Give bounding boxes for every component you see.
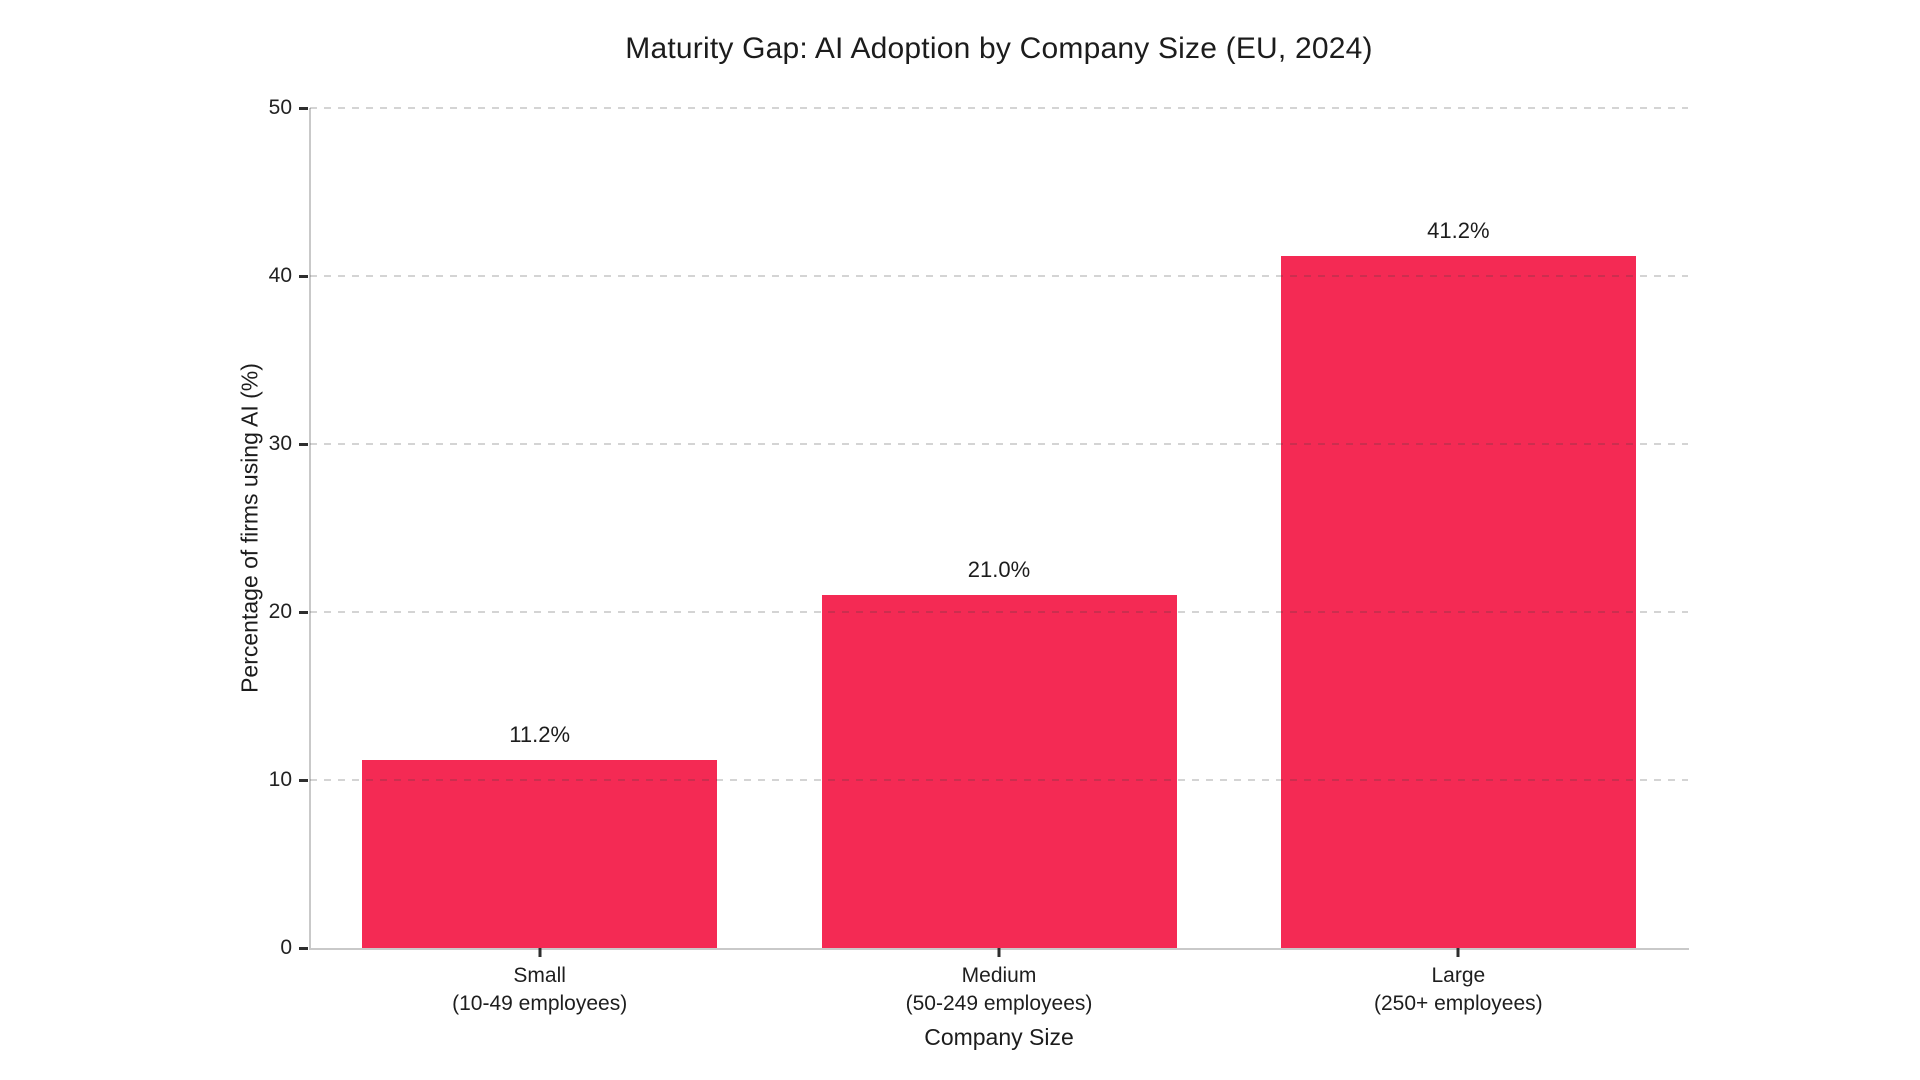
y-tick-20 [299,611,308,614]
x-tick-2 [997,948,1001,957]
y-tick-0 [299,947,308,950]
x-tick-label-1: Small (10-49 employees) [452,962,627,1018]
y-tick-30 [299,443,308,446]
chart-title: Maturity Gap: AI Adoption by Company Siz… [625,32,1373,65]
y-tick-50 [299,107,308,110]
bar-value-label-3: 41.2% [1427,217,1490,243]
x-tick-label-line: Small [513,964,566,987]
gridline-y-50 [310,107,1688,109]
x-tick-1 [538,948,542,957]
x-tick-label-line: Medium [961,964,1037,987]
y-tick-10 [299,779,308,782]
y-tick-40 [299,275,308,278]
x-tick-label-line: (250+ employees) [1373,992,1543,1015]
x-tick-label-line: (50-249 employees) [905,992,1093,1015]
bar-2 [822,595,1177,948]
bar-value-label-1: 11.2% [509,721,571,747]
y-tick-label-50: 50 [268,96,292,119]
y-tick-label-40: 40 [268,264,292,287]
x-axis-title: Company Size [924,1024,1074,1050]
x-tick-label-line: Large [1431,964,1486,987]
x-tick-label-line: (10-49 employees) [452,992,628,1015]
plot-area: 0 10 20 30 40 50 11.2% Small (10-49 employees) 21… [269,96,1689,1015]
x-tick-3 [1456,948,1460,957]
bar-1 [362,760,717,948]
y-tick-label-20: 20 [268,600,292,623]
y-tick-label-0: 0 [280,936,292,959]
bar-value-label-2: 21.0% [967,557,1031,583]
y-axis-title: Percentage of firms using AI (%) [236,363,263,693]
y-tick-label-10: 10 [268,768,292,791]
bar-3 [1281,256,1636,948]
y-tick-label-30: 30 [268,432,292,455]
y-axis-spine [309,108,311,950]
x-tick-label-2: Medium (50-249 employees) [906,962,1093,1018]
x-tick-label-3: Large (250+ employees) [1374,962,1543,1018]
